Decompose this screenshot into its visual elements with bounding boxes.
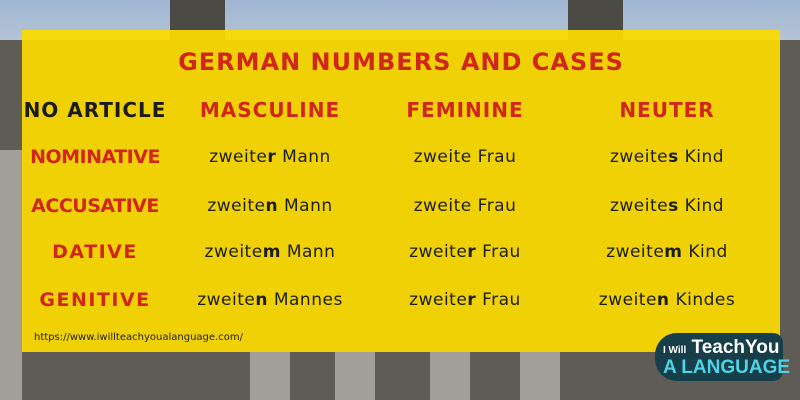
page-title: GERMAN NUMBERS AND CASES [178, 48, 624, 76]
noun: Mannes [273, 290, 343, 310]
declension-cell: zweiten Mann [207, 196, 332, 216]
noun: Kindes [675, 290, 736, 310]
noun: Mann [284, 196, 333, 216]
noun: Kind [684, 147, 725, 167]
column-header: MASCULINE [199, 98, 341, 122]
case-ending: r [267, 147, 277, 167]
case-ending: m [262, 242, 281, 262]
noun: Mann [282, 147, 331, 167]
case-ending: n [265, 196, 279, 216]
building-column [520, 352, 560, 400]
column-header: NEUTER [619, 98, 715, 122]
case-label: GENITIVE [39, 289, 151, 311]
case-label: DATIVE [52, 241, 138, 263]
noun: Frau [482, 290, 521, 310]
building-column [335, 352, 375, 400]
building-column [430, 352, 470, 400]
source-url[interactable]: https://www.iwillteachyoualanguage.com/ [34, 332, 243, 343]
brand-logo: I Will TeachYou A LANGUAGE [655, 333, 790, 381]
noun: Kind [684, 196, 725, 216]
column-header: FEMININE [406, 98, 524, 122]
adjective-stem: zweite [598, 290, 657, 310]
declension-cell: zweites Kind [610, 147, 724, 167]
case-ending: m [664, 242, 683, 262]
declension-cell: zweiter Frau [409, 290, 521, 310]
case-ending: s [668, 196, 679, 216]
adjective-stem: zweite [409, 242, 468, 262]
adjective-stem: zweite [413, 196, 472, 216]
noun: Mann [286, 242, 336, 262]
case-ending: n [255, 290, 268, 310]
adjective-stem: zweite [609, 147, 669, 167]
adjective-stem: zweite [413, 147, 472, 167]
adjective-stem: zweite [197, 290, 256, 310]
noun: Frau [477, 147, 517, 167]
adjective-stem: zweite [609, 196, 669, 216]
adjective-stem: zweite [207, 196, 266, 216]
case-ending: s [668, 147, 679, 167]
cases-table-panel: GERMAN NUMBERS AND CASES https://www.iwi… [22, 30, 780, 352]
adjective-stem: zweite [606, 242, 665, 262]
declension-cell: zweitem Kind [606, 242, 728, 262]
case-label: NOMINATIVE [30, 146, 160, 168]
column-header: NO ARTICLE [23, 98, 167, 122]
case-label: ACCUSATIVE [31, 195, 159, 217]
adjective-stem: zweite [409, 290, 468, 310]
adjective-stem: zweite [204, 242, 263, 262]
declension-cell: zweite Frau [414, 147, 517, 167]
declension-cell: zweitem Mann [205, 242, 336, 262]
building-column [0, 150, 22, 400]
declension-cell: zweiten Mannes [197, 290, 343, 310]
declension-cell: zweiter Mann [209, 147, 331, 167]
case-ending: r [467, 242, 477, 262]
building-column [250, 352, 290, 400]
declension-cell: zweiten Kindes [599, 290, 735, 310]
adjective-stem: zweite [209, 147, 268, 167]
declension-cell: zweite Frau [414, 196, 517, 216]
noun: Frau [477, 196, 517, 216]
noun: Kind [688, 242, 728, 262]
declension-cell: zweites Kind [610, 196, 724, 216]
noun: Frau [482, 242, 521, 262]
case-ending: r [467, 290, 477, 310]
case-ending: n [656, 290, 670, 310]
declension-cell: zweiter Frau [409, 242, 521, 262]
